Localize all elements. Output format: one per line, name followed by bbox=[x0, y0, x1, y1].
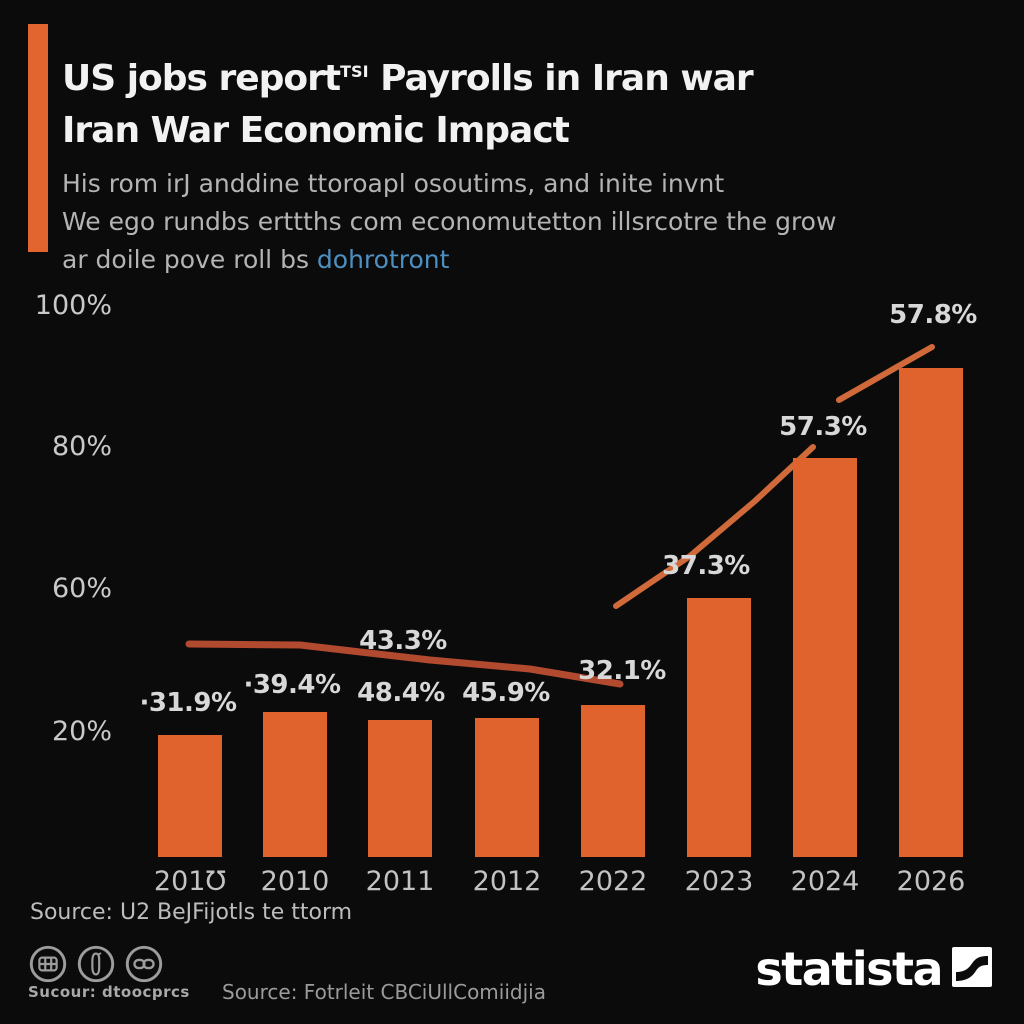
bar bbox=[687, 598, 751, 857]
accent-bar bbox=[28, 24, 48, 252]
icons-caption: Sucour: dtoocprcs bbox=[28, 983, 190, 1001]
x-axis-label: 2024 bbox=[790, 866, 860, 897]
subtitle-link[interactable]: dohrotront bbox=[316, 245, 450, 274]
title-line2: Iran War Economic Impact bbox=[62, 110, 570, 152]
bar-value-label: 45.9% bbox=[462, 678, 550, 708]
y-axis-tick: 60% bbox=[51, 573, 112, 604]
bar-value-label: 32.1% bbox=[578, 656, 666, 686]
subtitle-line3: ar doile pove roll bs bbox=[62, 245, 317, 274]
x-axis-label: 2010 bbox=[260, 866, 330, 897]
y-axis-tick: 80% bbox=[51, 431, 112, 462]
title-line1-prefix: US jobs report bbox=[62, 58, 341, 100]
grid-icon[interactable] bbox=[28, 944, 68, 984]
source-text-bottom: Source: Fotrleit CBCiUllComiidjia bbox=[222, 980, 546, 1004]
bar-value-label: 37.3% bbox=[662, 551, 750, 581]
bar bbox=[158, 735, 222, 857]
x-axis-label: 2022 bbox=[578, 866, 648, 897]
statista-logo: statista bbox=[755, 946, 992, 992]
trend-line-segment bbox=[613, 444, 816, 609]
x-axis-label: 2023 bbox=[684, 866, 754, 897]
subtitle-line1: His rom irJ anddine ttoroapl osoutims, a… bbox=[62, 169, 725, 198]
line-annotation-label: 43.3% bbox=[359, 626, 447, 656]
x-axis-label: 2012 bbox=[472, 866, 542, 897]
share-icons bbox=[28, 944, 164, 984]
bar bbox=[899, 368, 963, 857]
bar bbox=[793, 458, 857, 857]
statista-logo-mark bbox=[952, 947, 992, 991]
bar bbox=[368, 720, 432, 857]
title-superscript: TSI bbox=[340, 62, 369, 82]
bar-value-label: 57.3% bbox=[779, 412, 867, 442]
y-axis-tick: 20% bbox=[51, 716, 112, 747]
clip-icon[interactable] bbox=[76, 944, 116, 984]
x-axis-label: 201Ʊ bbox=[153, 866, 227, 897]
statista-logo-text: statista bbox=[755, 942, 943, 996]
y-axis-tick: 100% bbox=[34, 290, 112, 321]
x-axis-label: 2026 bbox=[896, 866, 966, 897]
bar bbox=[263, 712, 327, 857]
subtitle-line2: We ego rundbs erttths com economutetton … bbox=[62, 207, 837, 236]
source-text-top: Source: U2 BeJFijotls te ttorm bbox=[30, 900, 353, 925]
x-axis-label: 2011 bbox=[365, 866, 435, 897]
bar-value-label: ·39.4% bbox=[243, 670, 341, 700]
title-line1-suffix: Payrolls in Iran war bbox=[368, 58, 754, 100]
bar bbox=[581, 705, 645, 857]
link-icon[interactable] bbox=[124, 944, 164, 984]
bar bbox=[475, 718, 539, 857]
bar-value-label: ·31.9% bbox=[139, 688, 237, 718]
bar-value-label: 57.8% bbox=[889, 300, 977, 330]
subtitle: His rom irJ anddine ttoroapl osoutims, a… bbox=[62, 165, 836, 279]
page-title: US jobs reportTSI Payrolls in Iran war I… bbox=[62, 46, 754, 157]
bar-value-label: 48.4% bbox=[357, 678, 445, 708]
